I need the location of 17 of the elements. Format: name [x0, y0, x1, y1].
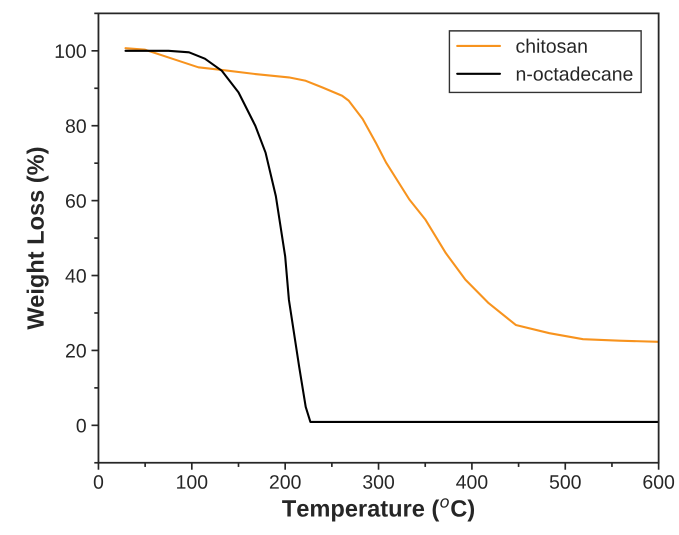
x-tick-label: 500 [550, 475, 581, 489]
y-tick-label: 80 [66, 119, 86, 133]
x-tick-label: 600 [643, 475, 674, 489]
legend-label: chitosan [516, 38, 587, 53]
x-tick-label: 300 [363, 475, 394, 489]
y-axis-title: Weight Loss (%) [26, 148, 49, 330]
y-tick-label: 0 [76, 418, 86, 433]
x-tick-label: 400 [456, 475, 488, 489]
x-axis-title: Temperature ($^{o}$C) [282, 498, 474, 522]
x-tick-label: 0 [94, 475, 104, 489]
legend-label: n-octadecane [516, 66, 632, 81]
x-tick-label: 200 [270, 475, 301, 489]
x-tick-label: 100 [177, 475, 208, 489]
y-tick-label: 60 [66, 194, 86, 208]
y-tick-label: 20 [66, 344, 86, 358]
y-tick-label: 40 [65, 268, 86, 283]
y-tick-label: 100 [56, 44, 86, 58]
